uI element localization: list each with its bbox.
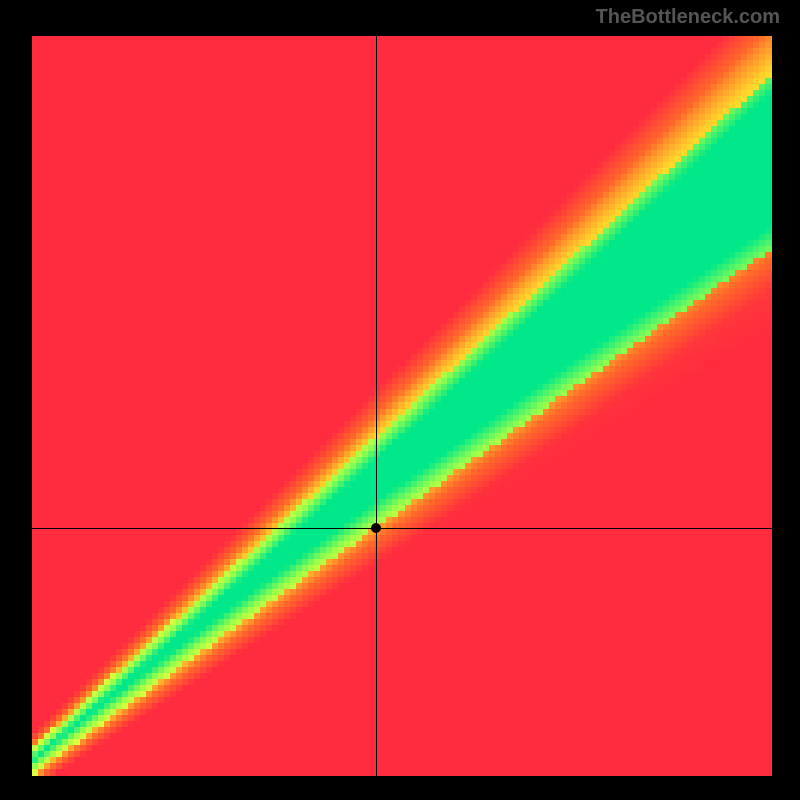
watermark-text: TheBottleneck.com: [596, 6, 780, 29]
heatmap-canvas: [32, 36, 772, 776]
crosshair-horizontal: [32, 528, 772, 529]
plot-area: [32, 36, 772, 776]
crosshair-vertical: [376, 36, 377, 776]
chart-container: TheBottleneck.com: [0, 0, 800, 800]
